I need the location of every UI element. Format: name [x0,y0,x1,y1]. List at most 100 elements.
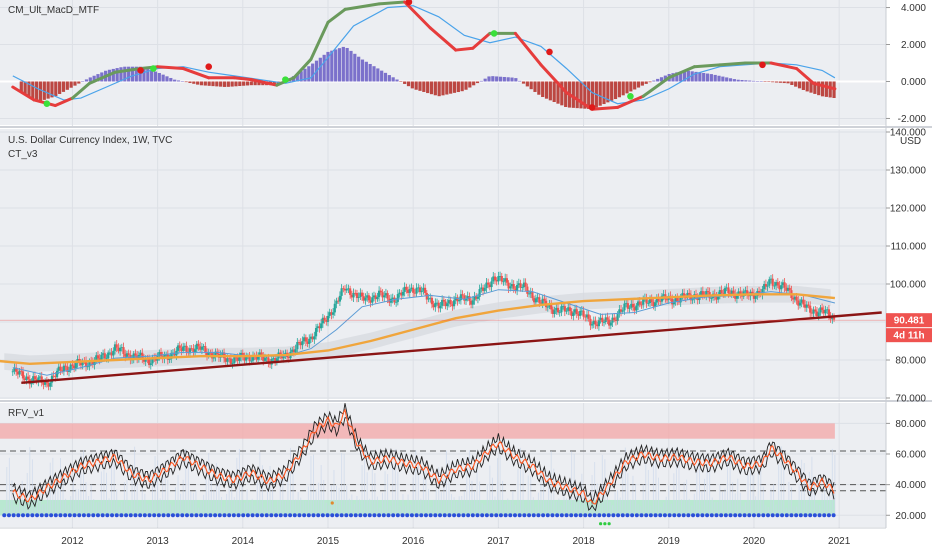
candle-body [195,343,198,350]
signal-dot [442,513,447,518]
candle-body [66,366,69,372]
candle-body [550,304,553,310]
candle-body [251,355,255,361]
macd-title[interactable]: CM_Ult_MacD_MTF [8,5,99,16]
candle-body [158,352,161,357]
candle-body [507,282,510,289]
candle-body [238,356,241,361]
signal-dot [620,513,625,518]
candle-body [585,314,589,318]
signal-dot [709,513,714,518]
candle-body [345,288,348,291]
macd-segment [616,94,645,109]
histogram-bar [222,81,227,87]
candle-body [642,298,645,305]
histogram-bar [828,81,832,98]
candle-body [582,310,585,317]
candle-body [349,288,352,295]
histogram-bar [111,68,115,82]
histogram-bar [801,81,805,90]
histogram-bar [721,76,725,82]
candle-body [558,312,561,314]
rfv-y-axis[interactable]: 80.000 60.000 40.000 20.000 [886,419,926,522]
histogram-bar [449,81,453,94]
signal-dot [100,513,105,518]
macd-segment [692,63,722,69]
candle-body [52,375,55,377]
candle-body [401,291,405,296]
candle-body [309,336,313,339]
time-axis[interactable]: 2012 2013 2014 2015 2016 2017 2018 2019 2020 2021 [61,536,850,547]
histogram-bar [42,81,46,100]
candle-body [684,297,687,299]
histogram-bar [636,81,641,88]
candle-body [817,312,820,316]
price-axis-strip[interactable] [886,0,932,528]
histogram-bar [771,81,775,83]
candle-body [446,303,449,307]
histogram-bar [165,76,169,82]
histogram-bar [725,77,729,82]
price-indicator-title[interactable]: CT_v3 [8,149,38,160]
candle-body [173,352,176,356]
histogram-bar [786,81,790,84]
candle-body [439,305,442,309]
signal-dot [517,513,522,518]
candle-body [362,296,365,301]
histogram-bar [617,81,621,98]
histogram-bar [276,81,280,85]
candle-body [113,344,117,351]
candle-body [178,345,181,349]
histogram-bar [395,79,399,82]
candle-body [623,303,626,311]
candle-body [619,309,623,312]
candle-body [706,291,710,293]
histogram-bar [774,81,779,83]
time-tick-label: 2018 [572,536,595,547]
candle-body [556,307,560,313]
candle-body [144,358,147,362]
green-dot [603,522,607,526]
signal-dot [35,513,40,518]
signal-dot [794,513,799,518]
signal-dot [428,513,433,518]
orange-dot [330,501,334,505]
signal-dot [11,513,16,518]
currency-label: USD [900,136,921,147]
candle-body [650,298,653,302]
signal-dot [227,513,232,518]
signal-dot [822,513,827,518]
candle-body [183,345,186,347]
histogram-bar [560,81,564,106]
histogram-bar [50,81,54,98]
y-tick-label: 40.000 [895,480,926,491]
signal-dot [583,513,588,518]
signal-dot [550,513,555,518]
candle-body [32,376,35,381]
candle-body [590,324,594,326]
rfv-title[interactable]: RFV_v1 [8,408,45,419]
time-tick-label: 2012 [61,536,84,547]
signal-dot [761,513,766,518]
macd-segment [565,91,594,111]
histogram-bar [521,81,526,84]
histogram-bar [196,81,200,85]
candle-body [786,287,790,291]
y-tick-label: 120.000 [890,204,927,215]
candle-body [62,365,65,372]
candle-body [316,326,319,329]
y-tick-label: 0.000 [901,77,926,88]
price-title[interactable]: U.S. Dollar Currency Index, 1W, TVC [8,135,172,146]
time-axis-strip[interactable] [0,528,932,550]
histogram-bar [602,81,606,105]
signal-dot [466,513,471,518]
signal-dot [438,513,443,518]
candle-body [648,298,652,303]
histogram-bar [813,81,817,94]
signal-dot [498,513,503,518]
candle-body [802,299,805,305]
candle-body [785,287,788,291]
candle-body [294,349,297,353]
macd-y-axis[interactable]: 4.000 2.000 0.000 -2.000 [886,3,926,125]
